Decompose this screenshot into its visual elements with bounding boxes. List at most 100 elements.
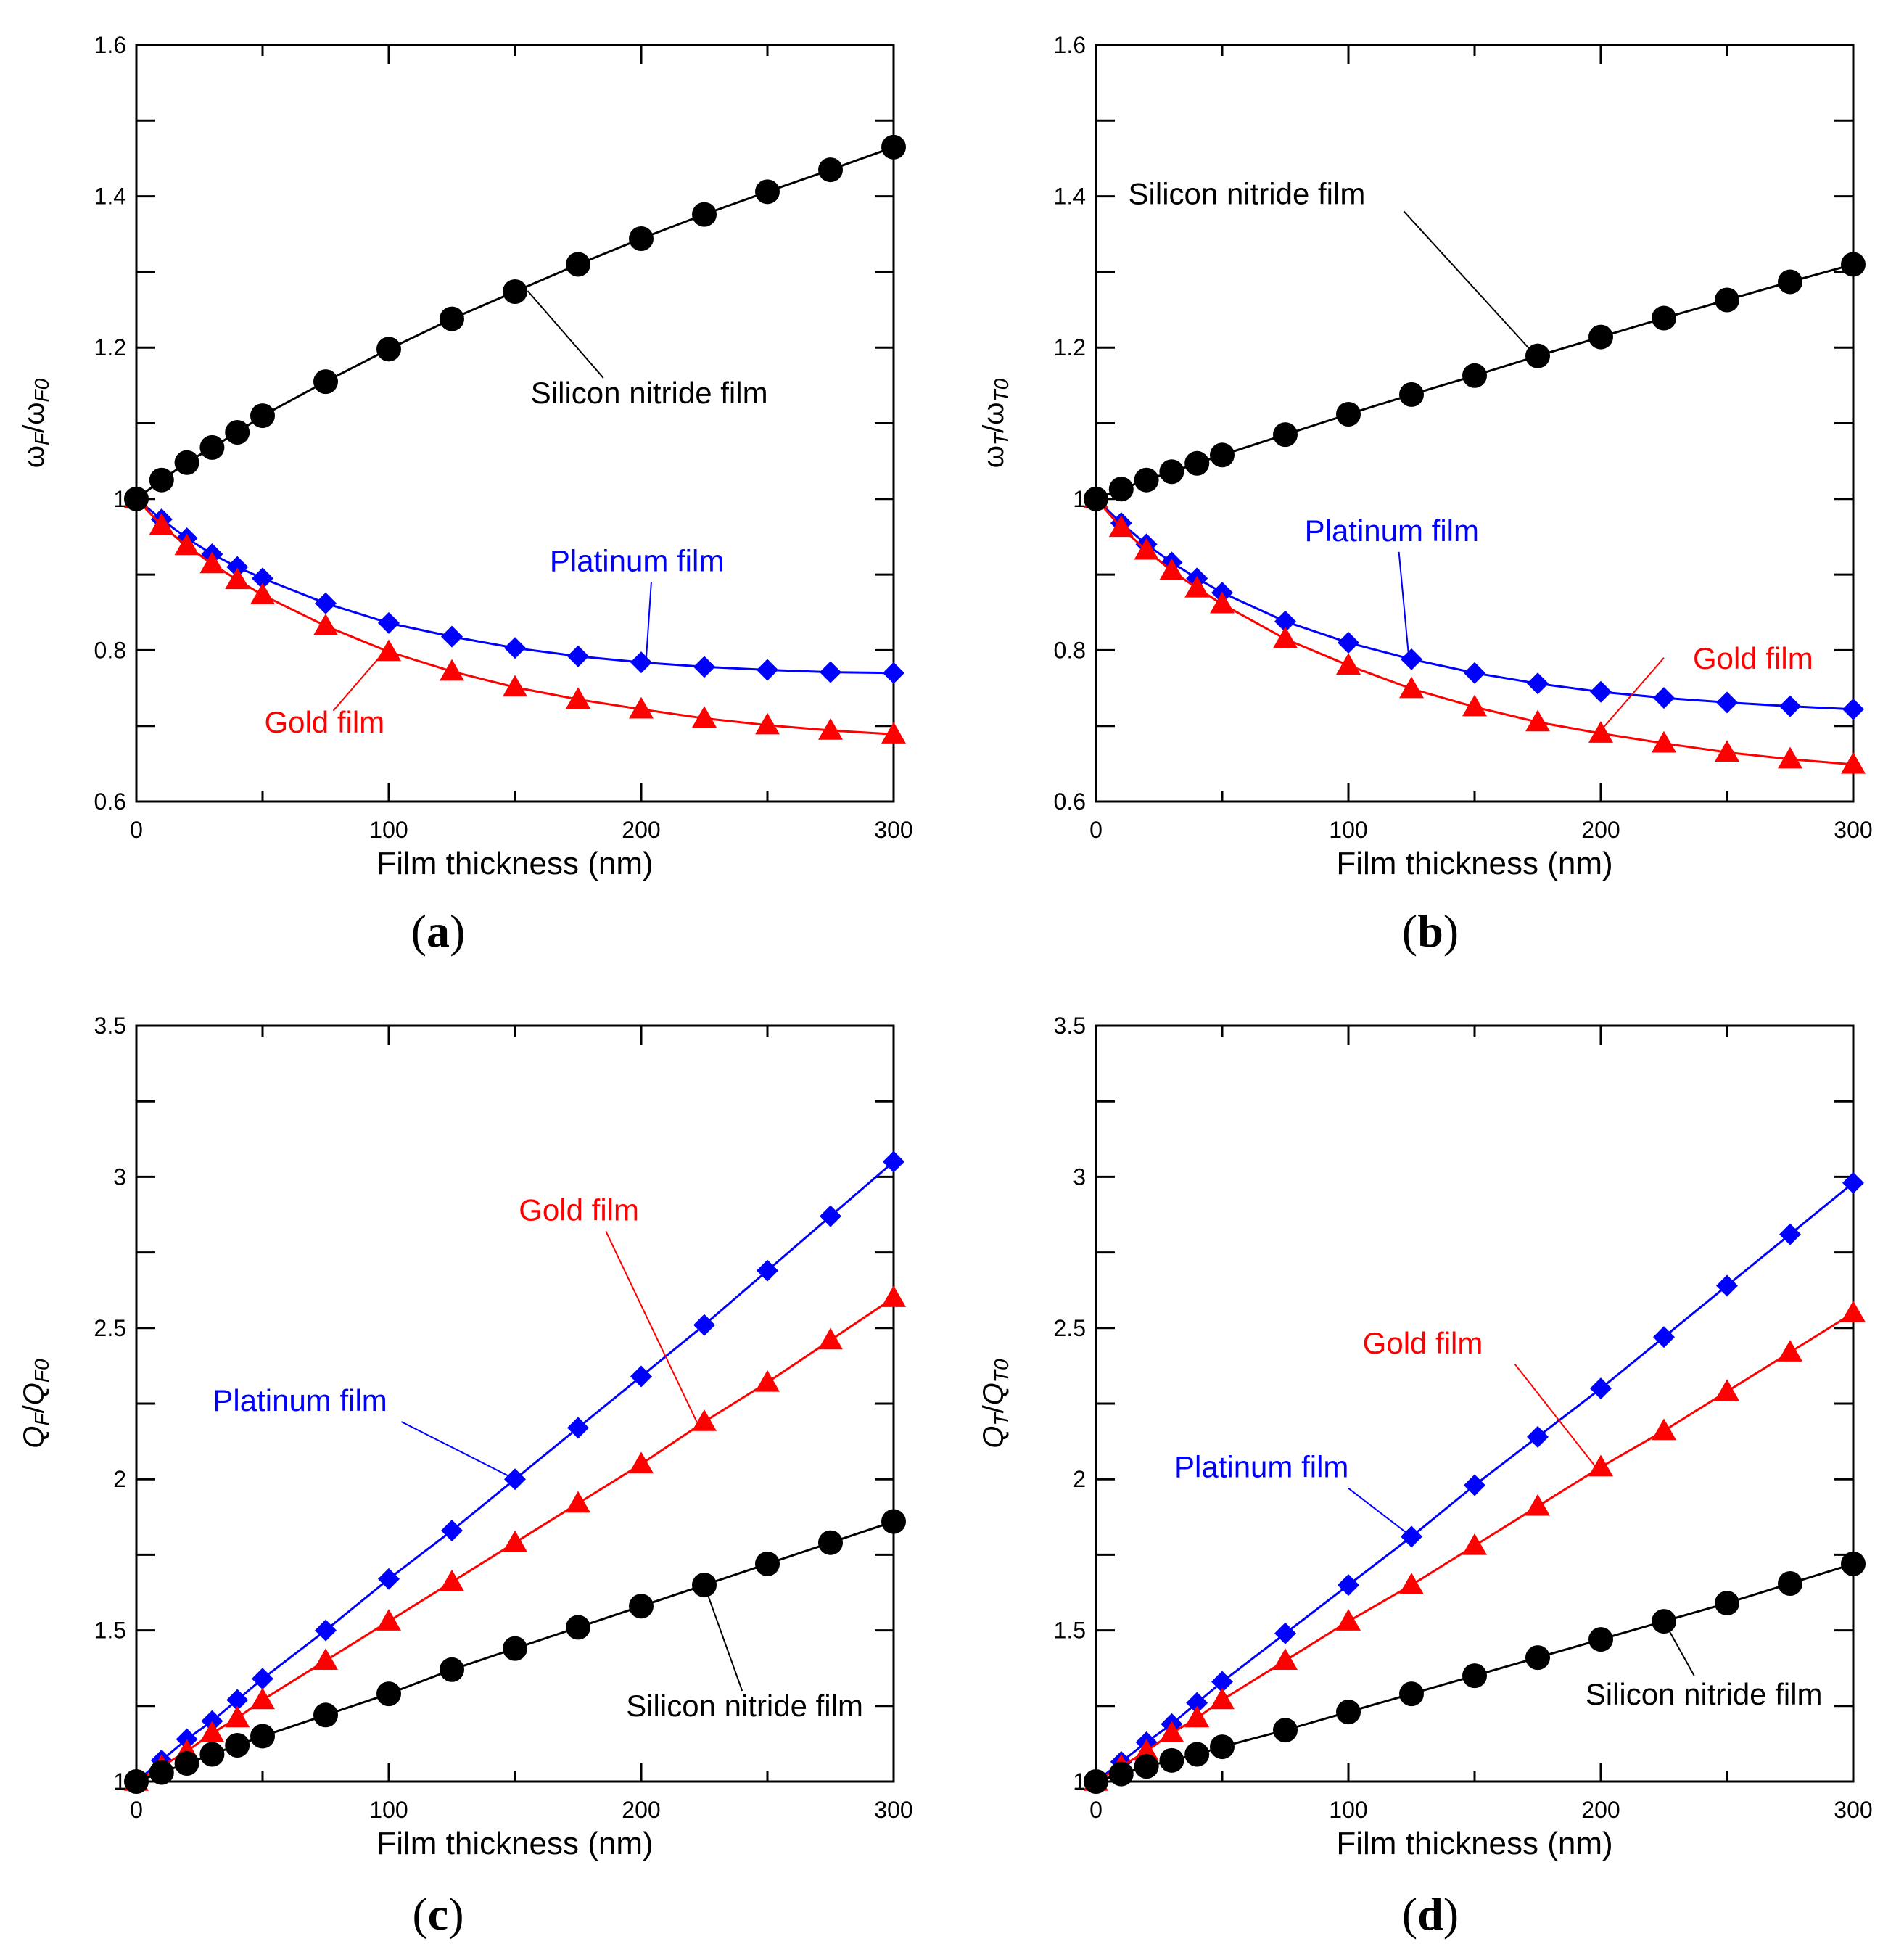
data-point-gold	[1159, 1721, 1184, 1743]
data-point-platinum	[1842, 698, 1864, 720]
y-tick-label: 3	[113, 1164, 126, 1190]
data-point-gold	[881, 722, 906, 744]
panel-c: 0 100 200 300 1 1.5 2 2.5 3 3.5 Film thickness (nm…	[18, 1013, 913, 1940]
panel-d: 0 100 200 300 1 1.5 2 2.5 3 3.5 Film thickness (nm…	[978, 1013, 1873, 1940]
data-point-platinum	[1779, 695, 1801, 717]
annotation-leader-platinum	[400, 1421, 516, 1481]
data-point-silicon-nitride	[124, 1769, 149, 1794]
data-point-platinum	[441, 625, 463, 648]
data-point-silicon-nitride	[1525, 1645, 1550, 1671]
data-point-gold	[1210, 1687, 1235, 1710]
data-point-gold	[1841, 1300, 1866, 1322]
y-tick-label: 3	[1073, 1164, 1086, 1190]
y-axis-title-symbol-den: Q	[978, 1383, 1010, 1405]
panel-caption: (c)	[412, 1888, 463, 1940]
data-point-silicon-nitride	[1588, 324, 1613, 350]
data-point-gold	[692, 706, 717, 728]
x-tick-label: 0	[130, 817, 143, 843]
data-point-silicon-nitride	[692, 202, 717, 227]
data-point-gold	[818, 717, 843, 740]
data-point-platinum	[1779, 1223, 1801, 1245]
data-point-gold	[1525, 1494, 1550, 1516]
data-point-gold	[313, 1648, 338, 1671]
data-point-silicon-nitride	[1273, 422, 1298, 448]
annotation-platinum: Platinum film	[1305, 514, 1479, 548]
data-point-silicon-nitride	[376, 337, 401, 362]
annotation-gold: Gold film	[264, 705, 384, 739]
data-point-gold	[149, 513, 174, 535]
data-point-gold	[376, 639, 401, 662]
data-point-gold	[1652, 1418, 1676, 1441]
data-point-platinum	[1590, 1377, 1612, 1400]
y-axis-title-sub-num: F	[30, 1412, 53, 1425]
annotation-leader-gold	[1514, 1364, 1596, 1468]
data-point-platinum	[757, 659, 778, 681]
data-point-gold	[174, 533, 199, 556]
series-line-silicon-nitride	[136, 1520, 894, 1783]
y-tick-label: 1	[113, 486, 126, 512]
data-point-gold	[1184, 1705, 1210, 1728]
y-axis-title-symbol-den: Q	[18, 1383, 50, 1405]
annotation-leader-silicon-nitride	[527, 290, 604, 379]
x-tick-label: 200	[622, 817, 660, 843]
annotation-leader-gold	[332, 646, 390, 712]
y-tick-label: 3.5	[94, 1013, 126, 1039]
x-tick-label: 300	[874, 817, 912, 843]
annotation-leader-platinum	[1398, 551, 1410, 660]
data-point-gold	[225, 567, 250, 590]
annotation-leader-gold	[605, 1230, 698, 1422]
data-point-gold	[1525, 709, 1550, 732]
series-line-silicon-nitride	[1095, 263, 1854, 501]
y-tick-label: 1.6	[94, 32, 126, 58]
data-point-platinum	[226, 1689, 249, 1711]
data-point-silicon-nitride	[566, 1615, 590, 1640]
series-line-platinum	[1095, 1182, 1854, 1783]
series-line-silicon-nitride	[136, 146, 894, 500]
data-point-silicon-nitride	[1715, 287, 1739, 313]
x-tick-label: 0	[1089, 817, 1103, 843]
data-point-silicon-nitride	[440, 1657, 464, 1682]
data-point-gold	[1715, 740, 1739, 762]
y-tick-label: 0.8	[1054, 637, 1086, 663]
annotation-silicon-nitride: Silicon nitride film	[626, 1689, 863, 1723]
series-line-gold	[1095, 1311, 1854, 1783]
panel-caption-letter: a	[426, 905, 450, 957]
data-point-platinum	[226, 556, 249, 578]
data-point-silicon-nitride	[313, 1702, 338, 1728]
data-point-gold	[1462, 694, 1487, 717]
data-point-gold	[1399, 1573, 1424, 1594]
data-point-silicon-nitride	[1778, 269, 1802, 295]
annotation-gold: Gold film	[1693, 641, 1813, 675]
series-gold	[124, 486, 906, 744]
y-tick-label: 1	[113, 1768, 126, 1795]
y-tick-label: 1.2	[1054, 334, 1086, 361]
data-point-platinum	[441, 1520, 463, 1542]
plot-frame	[1095, 44, 1855, 803]
x-tick-label: 200	[622, 1797, 660, 1823]
y-axis-title-symbol-num: Q	[978, 1425, 1010, 1448]
data-point-silicon-nitride	[313, 369, 338, 395]
panel-caption-close: )	[1443, 905, 1459, 957]
series-silicon-nitride	[124, 134, 906, 511]
data-point-gold	[1210, 591, 1235, 614]
data-point-silicon-nitride	[1336, 401, 1361, 427]
data-point-platinum	[315, 592, 337, 614]
data-point-silicon-nitride	[1841, 1551, 1866, 1576]
data-point-gold	[1134, 538, 1159, 560]
series-line-gold	[1095, 498, 1854, 766]
y-tick-label: 1	[1073, 1768, 1086, 1795]
data-point-platinum	[1653, 1326, 1675, 1348]
data-point-platinum	[820, 1205, 841, 1227]
y-tick-label: 1.5	[1054, 1618, 1086, 1644]
data-point-platinum	[693, 656, 715, 678]
data-point-gold	[755, 1370, 780, 1392]
data-point-gold	[250, 582, 275, 605]
annotation-silicon-nitride: Silicon nitride film	[531, 376, 768, 410]
data-point-silicon-nitride	[1462, 1663, 1487, 1689]
panel-caption-letter: b	[1417, 905, 1443, 957]
annotation-leader-platinum	[645, 582, 652, 658]
series-silicon-nitride	[124, 1509, 906, 1794]
x-tick-label: 100	[369, 1797, 408, 1823]
data-point-platinum	[1186, 1692, 1208, 1714]
